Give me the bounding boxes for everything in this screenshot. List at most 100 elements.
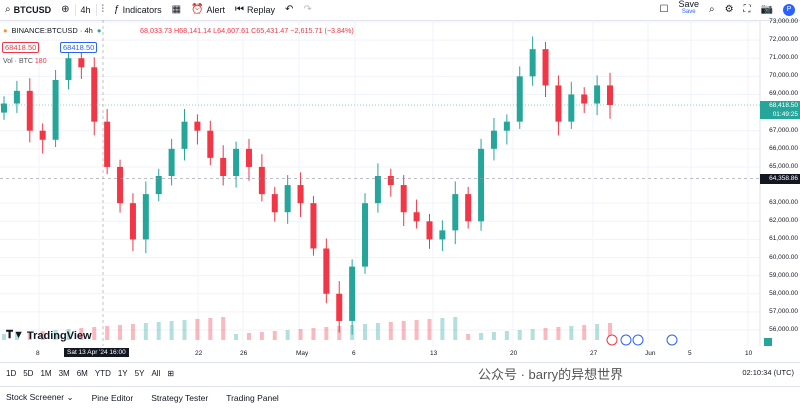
quick-search-button[interactable]: ⌕ xyxy=(704,0,720,20)
candle-body xyxy=(39,130,46,140)
sell-price-box[interactable]: 68418.50 xyxy=(2,42,40,53)
redo-button[interactable]: ↷ xyxy=(298,0,316,20)
status-dot-icon: ● xyxy=(96,26,102,35)
avatar[interactable]: P xyxy=(778,0,800,20)
last-price-tag: 68,418.50 01:49:25 xyxy=(760,101,800,119)
time-tick: 10 xyxy=(745,350,753,357)
undo-button[interactable]: ↶ xyxy=(280,0,298,20)
time-tick: 27 xyxy=(590,350,598,357)
volume-bar xyxy=(143,323,148,340)
volume-bar xyxy=(246,333,251,340)
crosshair-time-label: Sat 13 Apr '24 16:00 xyxy=(64,348,129,357)
save-button[interactable]: Save Save xyxy=(673,0,704,20)
panel-tab[interactable]: Strategy Tester xyxy=(151,392,209,403)
volume-scale-badge xyxy=(764,338,772,346)
candle-body xyxy=(181,121,188,149)
volume-bar xyxy=(195,319,200,340)
price-chart[interactable] xyxy=(0,20,800,346)
price-tick: 59,000.00 xyxy=(769,271,798,279)
utc-clock[interactable]: 02:10:34 (UTC) xyxy=(742,368,794,377)
top-toolbar: ⌕ BTCUSD ⊕ 4h ⫶ ƒ Indicators ▦ ⏰ Alert ⏮ Re… xyxy=(0,0,800,21)
divider xyxy=(74,4,76,16)
time-tick: 20 xyxy=(510,350,518,357)
logo-text: TradingView xyxy=(26,329,92,342)
range-5d[interactable]: 5D xyxy=(23,369,34,378)
volume-bar xyxy=(556,327,561,340)
replay-button[interactable]: ⏮ Replay xyxy=(230,0,280,20)
panel-tab[interactable]: Pine Editor xyxy=(91,392,134,403)
volume-bar xyxy=(272,331,277,340)
compare-button[interactable]: ⊕ xyxy=(56,0,74,20)
price-tick: 58,000.00 xyxy=(769,289,798,297)
panel-tab[interactable]: Trading Panel xyxy=(226,392,279,403)
price-tick: 56,000.00 xyxy=(769,326,798,333)
volume-bar xyxy=(130,324,135,340)
price-tick: 71,000.00 xyxy=(769,54,798,62)
candle-body xyxy=(13,90,20,104)
volume-bar xyxy=(221,317,226,340)
layouts-button[interactable]: ▦ xyxy=(167,0,186,20)
time-tick: 13 xyxy=(430,350,438,357)
camera-icon: 📷 xyxy=(760,4,773,15)
alert-button[interactable]: ⏰ Alert xyxy=(186,0,230,20)
legend-title[interactable]: BINANCE:BTCUSD · 4h xyxy=(11,26,93,35)
fullscreen-button[interactable]: ⛶ xyxy=(739,0,756,20)
range-1m[interactable]: 1M xyxy=(40,369,52,378)
candle-body xyxy=(129,203,136,240)
range-1d[interactable]: 1D xyxy=(6,369,17,378)
volume-bar xyxy=(569,326,574,340)
volume-legend: Vol · BTC 180 xyxy=(3,58,47,65)
buy-price-box[interactable]: 68418.50 xyxy=(60,42,98,53)
price-axis[interactable]: 73,000.00 72,000.00 71,000.00 70,000.00 69,0… xyxy=(760,18,800,346)
volume-bar xyxy=(79,328,84,340)
candle-body xyxy=(245,148,252,167)
range-5y[interactable]: 5Y xyxy=(134,369,145,378)
candle-body xyxy=(568,94,575,122)
volume-bar xyxy=(530,329,535,340)
candle-body xyxy=(555,85,562,122)
range-3m[interactable]: 3M xyxy=(58,369,70,378)
volume-bar xyxy=(401,321,406,340)
volume-bar xyxy=(156,322,161,340)
range-6m[interactable]: 6M xyxy=(76,369,88,378)
volume-label: Vol · BTC xyxy=(3,58,33,65)
candle-body xyxy=(490,130,497,149)
crosshair-price-tag: 64,358.86 xyxy=(760,174,800,184)
volume-bar xyxy=(182,320,187,340)
snapshot-button[interactable]: 📷 xyxy=(756,0,778,20)
candle-countdown: 01:49:25 xyxy=(772,111,798,118)
volume-bar xyxy=(595,324,600,340)
time-axis[interactable]: 8 22 26 May 6 13 20 27 Jun 5 10 xyxy=(0,348,760,360)
alert-label: Alert xyxy=(206,5,226,15)
event-flag-icon xyxy=(620,334,632,346)
candle-body xyxy=(503,121,510,131)
interval-button[interactable]: 4h xyxy=(76,0,96,20)
bitcoin-icon: ● xyxy=(3,26,8,35)
range-all[interactable]: All xyxy=(151,369,161,378)
indicators-button[interactable]: ƒ Indicators xyxy=(109,0,167,20)
candle-body xyxy=(452,194,459,231)
chart-type-button[interactable]: ⫶ xyxy=(97,0,110,20)
redo-icon: ↷ xyxy=(303,4,312,15)
settings-button[interactable]: ⚙ xyxy=(720,0,739,20)
calendar-icon[interactable]: ⊞ xyxy=(167,369,175,378)
candle-body xyxy=(310,203,317,249)
range-1y[interactable]: 1Y xyxy=(117,369,128,378)
volume-bar xyxy=(311,328,316,340)
candle-body xyxy=(91,67,98,122)
candle-body xyxy=(374,176,381,204)
save-sub-label: Save xyxy=(681,9,696,15)
bottom-panel-tabs: Stock Screener ⌄ Pine Editor Strategy Test… xyxy=(0,386,800,408)
volume-bar xyxy=(324,327,329,340)
price-tick: 73,000.00 xyxy=(769,18,798,25)
symbol-search[interactable]: ⌕ BTCUSD xyxy=(0,0,56,20)
range-ytd[interactable]: YTD xyxy=(94,369,111,378)
candle-body xyxy=(465,194,472,222)
divider xyxy=(95,4,97,16)
layout-toggle[interactable]: ☐ xyxy=(654,0,673,20)
watermark: 公众号 · barry的异想世界 xyxy=(478,367,624,382)
panel-tab[interactable]: Stock Screener ⌄ xyxy=(6,392,74,402)
replay-icon: ⏮ xyxy=(235,4,245,15)
price-tick: 70,000.00 xyxy=(769,72,798,80)
volume-bar xyxy=(14,333,19,340)
